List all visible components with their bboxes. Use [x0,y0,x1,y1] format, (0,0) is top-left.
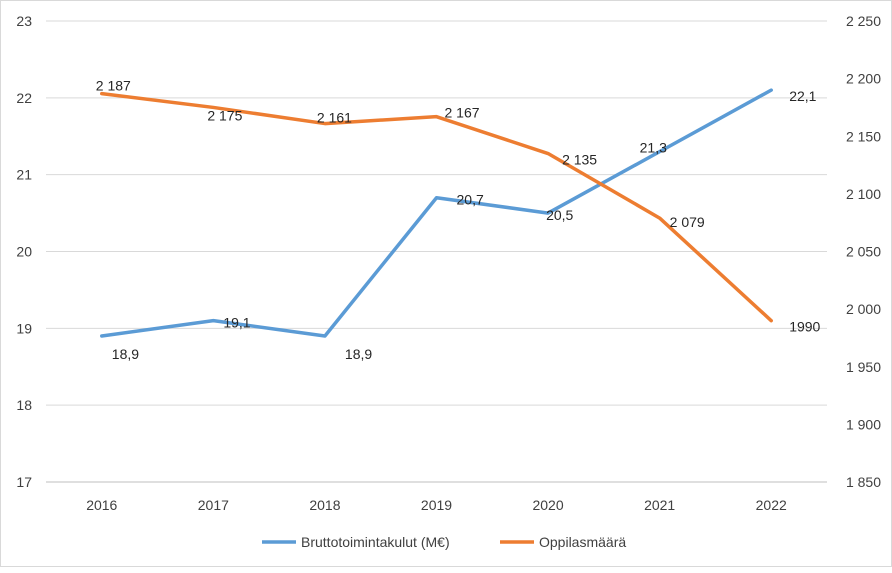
left-axis-tick-label: 21 [16,167,32,183]
series-line-bruttotoimintakulut [100,88,773,338]
x-axis-tick-label: 2021 [644,497,675,513]
left-axis-tick-label: 18 [16,397,32,413]
right-axis-tick-label: 2 200 [846,71,881,87]
left-axis-ticks: 17 18 19 20 21 22 23 [16,13,32,490]
data-label: 19,1 [223,315,250,331]
legend-label-oppilasmaara: Oppilasmäärä [539,534,626,550]
data-label: 1990 [789,319,820,335]
x-axis-tick-label: 2020 [532,497,563,513]
right-axis-tick-label: 1 850 [846,474,881,490]
x-axis-tick-label: 2018 [309,497,340,513]
left-axis-tick-label: 22 [16,90,32,106]
left-axis-tick-label: 23 [16,13,32,29]
data-label: 18,9 [112,346,139,362]
left-axis-tick-label: 19 [16,320,32,336]
series-lines [100,88,773,338]
data-label: 2 175 [207,107,242,123]
right-axis-tick-label: 2 050 [846,244,881,260]
legend: Bruttotoimintakulut (M€) Oppilasmäärä [262,534,626,550]
right-axis-tick-label: 1 950 [846,359,881,375]
legend-label-bruttotoimintakulut: Bruttotoimintakulut (M€) [301,534,450,550]
data-label: 22,1 [789,88,816,104]
right-axis-tick-label: 2 000 [846,301,881,317]
data-label: 2 167 [445,105,480,121]
right-axis-tick-label: 2 250 [846,13,881,29]
left-axis-tick-label: 20 [16,244,32,260]
data-label: 18,9 [345,346,372,362]
x-axis-tick-label: 2016 [86,497,117,513]
data-label: 2 135 [562,152,597,168]
data-label: 20,7 [457,192,484,208]
x-axis-tick-label: 2022 [756,497,787,513]
left-axis-tick-label: 17 [16,474,32,490]
data-labels: 18,9 19,1 18,9 20,7 20,5 21,3 22,1 2 187 2 175 2 … [96,78,821,362]
x-axis-tick-label: 2017 [198,497,229,513]
data-label: 2 187 [96,78,131,94]
data-label: 2 161 [317,110,352,126]
right-axis-ticks: 1 850 1 900 1 950 2 000 2 050 2 100 2 150 2 200… [846,13,881,490]
x-axis-ticks: 2016 2017 2018 2019 2020 2021 2022 [86,497,787,513]
gridlines [46,20,827,483]
right-axis-tick-label: 2 150 [846,128,881,144]
x-axis-tick-label: 2019 [421,497,452,513]
series-line-oppilasmaara [100,91,773,323]
right-axis-tick-label: 2 100 [846,186,881,202]
data-label: 21,3 [640,140,667,156]
data-label: 2 079 [670,214,705,230]
data-label: 20,5 [546,207,573,223]
right-axis-tick-label: 1 900 [846,416,881,432]
